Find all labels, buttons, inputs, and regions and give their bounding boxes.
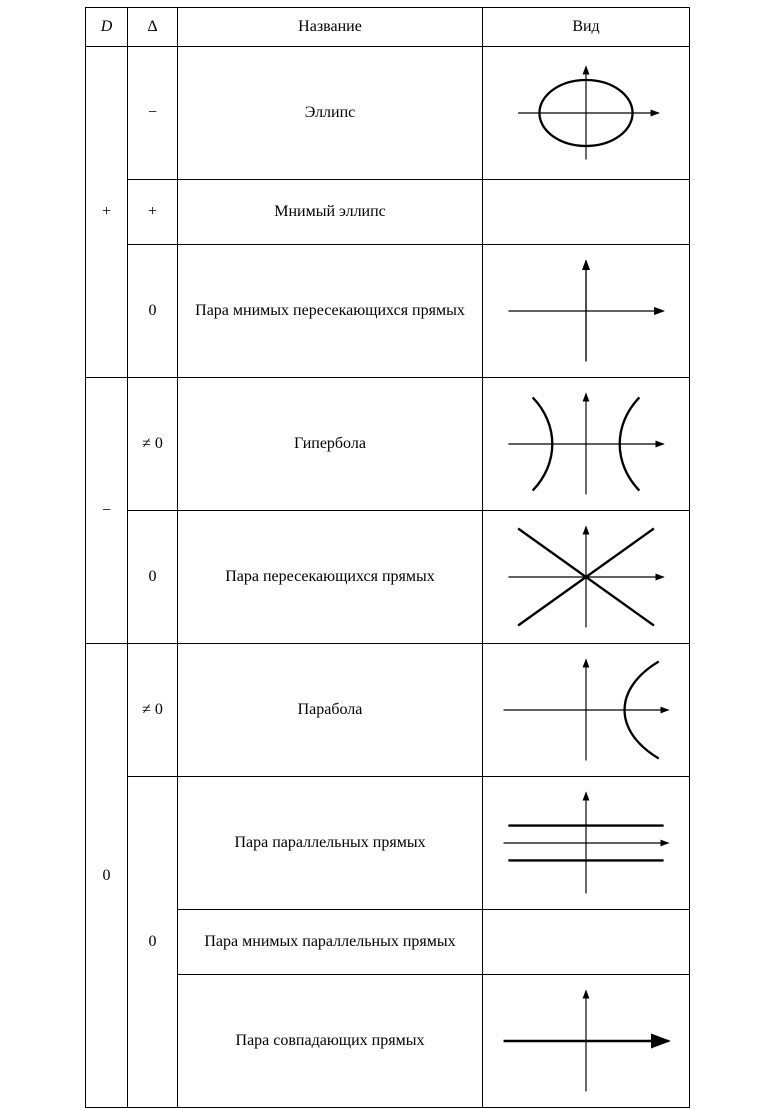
cell-d: −	[86, 378, 128, 644]
cell-figure-empty	[483, 910, 690, 975]
parallel-lines-icon	[489, 781, 683, 905]
cell-d: 0	[86, 644, 128, 1108]
cell-name: Пара параллельных прямых	[178, 777, 483, 910]
cell-figure-parabola	[483, 644, 690, 777]
cell-delta: 0	[128, 511, 178, 644]
intersecting-lines-icon	[489, 515, 683, 639]
table-row: 0 ≠ 0 Парабола	[86, 644, 690, 777]
hyperbola-icon	[489, 382, 683, 506]
cell-delta: ≠ 0	[128, 378, 178, 511]
cell-delta: 0	[128, 777, 178, 1108]
ellipse-icon	[489, 51, 683, 175]
cell-delta: +	[128, 180, 178, 245]
cell-figure-parallel	[483, 777, 690, 910]
cell-name: Пара мнимых параллельных прямых	[178, 910, 483, 975]
cell-name: Пара пересекающихся прямых	[178, 511, 483, 644]
cell-name: Парабола	[178, 644, 483, 777]
col-header-view: Вид	[483, 8, 690, 47]
table-row: + − Эллипс	[86, 47, 690, 180]
table-row: 0 Пара параллельных прямых	[86, 777, 690, 910]
conic-classification-table: D Δ Название Вид + − Эллипс + Мнимый элл…	[85, 7, 690, 1108]
col-header-d: D	[86, 8, 128, 47]
cell-figure-hyperbola	[483, 378, 690, 511]
table-row: 0 Пара мнимых пересекающихся прямых	[86, 245, 690, 378]
cell-name: Мнимый эллипс	[178, 180, 483, 245]
cell-name: Гипербола	[178, 378, 483, 511]
cell-figure-axes	[483, 245, 690, 378]
cell-figure-empty	[483, 180, 690, 245]
cell-figure-cross	[483, 511, 690, 644]
table-row: + Мнимый эллипс	[86, 180, 690, 245]
cell-name: Пара мнимых пересекающихся прямых	[178, 245, 483, 378]
cell-d: +	[86, 47, 128, 378]
col-header-delta: Δ	[128, 8, 178, 47]
cell-name: Эллипс	[178, 47, 483, 180]
cell-figure-ellipse	[483, 47, 690, 180]
table-row: 0 Пара пересекающихся прямых	[86, 511, 690, 644]
coincident-lines-icon	[489, 979, 683, 1103]
cell-delta: −	[128, 47, 178, 180]
col-header-name: Название	[178, 8, 483, 47]
table-header-row: D Δ Название Вид	[86, 8, 690, 47]
table-row: − ≠ 0 Гипербола	[86, 378, 690, 511]
cell-name: Пара совпадающих прямых	[178, 975, 483, 1108]
cell-delta: ≠ 0	[128, 644, 178, 777]
parabola-icon	[489, 648, 683, 772]
cell-delta: 0	[128, 245, 178, 378]
axes-icon	[489, 249, 683, 373]
cell-figure-coincident	[483, 975, 690, 1108]
